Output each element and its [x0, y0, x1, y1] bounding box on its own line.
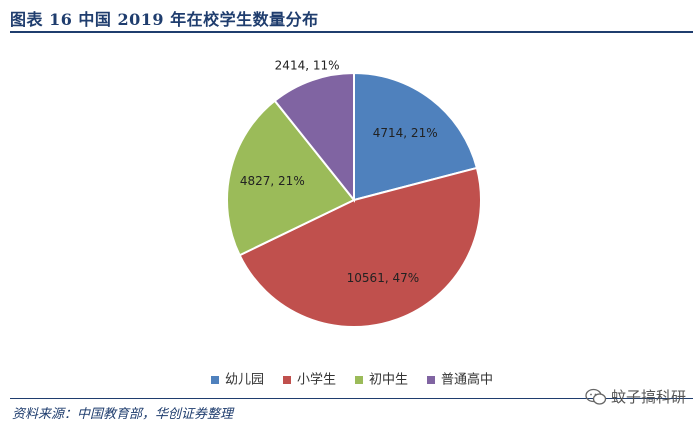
data-label-3: 4827, 21% [240, 174, 305, 188]
legend-label-1: 幼儿园 [225, 373, 264, 388]
watermark-text: 蚊子搞科研 [610, 388, 686, 406]
pie-slice-2 [238, 166, 482, 328]
data-label-1: 4714, 21% [373, 126, 438, 140]
legend-swatch-3 [355, 376, 363, 384]
pie-slice-3 [226, 99, 356, 257]
source-rule [10, 398, 693, 399]
figure-title: 图表 16 中国 2019 年在校学生数量分布 [10, 10, 319, 29]
legend-swatch-1 [211, 376, 219, 384]
data-label-4: 2414, 11% [275, 59, 340, 73]
watermark: 蚊子搞科研 [585, 386, 686, 407]
legend-swatch-4 [427, 376, 435, 384]
legend-label-3: 初中生 [369, 373, 408, 388]
legend-swatch-2 [283, 376, 291, 384]
legend-label-4: 普通高中 [441, 372, 493, 388]
source-note: 资料来源：中国教育部，华创证券整理 [12, 407, 234, 422]
data-label-2: 10561, 47% [347, 271, 419, 285]
legend-label-2: 小学生 [297, 372, 336, 388]
wechat-icon [585, 388, 607, 405]
pie-slice-1 [353, 71, 479, 202]
legend: 幼儿园 小学生 初中生 普通高中 [211, 372, 493, 388]
title-rule [10, 31, 693, 33]
pie-slice-4 [273, 71, 355, 203]
